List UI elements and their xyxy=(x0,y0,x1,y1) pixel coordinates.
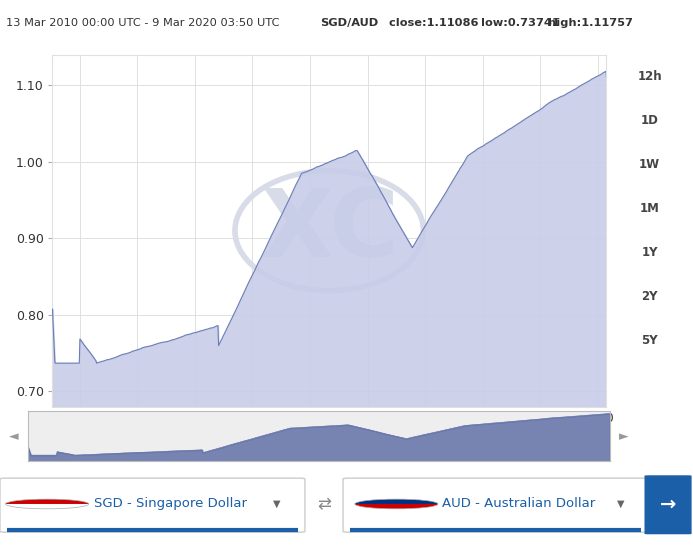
FancyBboxPatch shape xyxy=(343,478,648,532)
Text: ►: ► xyxy=(619,430,629,443)
Text: 5Y: 5Y xyxy=(642,334,658,347)
Text: ⇄: ⇄ xyxy=(317,495,331,513)
Text: SGD/AUD: SGD/AUD xyxy=(320,19,378,28)
Wedge shape xyxy=(355,504,438,509)
Text: SGD - Singapore Dollar: SGD - Singapore Dollar xyxy=(94,497,247,511)
Text: 10Y: 10Y xyxy=(638,378,662,391)
Wedge shape xyxy=(355,499,438,504)
Text: AUD - Australian Dollar: AUD - Australian Dollar xyxy=(442,497,595,511)
Text: 1Y: 1Y xyxy=(642,246,658,259)
Text: 1W: 1W xyxy=(639,158,660,171)
Text: 2Y: 2Y xyxy=(642,290,658,303)
FancyBboxPatch shape xyxy=(644,475,692,535)
Text: ▼: ▼ xyxy=(617,499,624,509)
Text: 13 Mar 2010 00:00 UTC - 9 Mar 2020 03:50 UTC: 13 Mar 2010 00:00 UTC - 9 Mar 2020 03:50… xyxy=(6,19,279,28)
Text: 1D: 1D xyxy=(641,114,658,127)
FancyBboxPatch shape xyxy=(0,478,305,532)
Text: ◄: ◄ xyxy=(9,430,19,443)
Text: close:1.11086: close:1.11086 xyxy=(381,19,479,28)
Text: 1M: 1M xyxy=(640,202,660,215)
Text: low:0.73741: low:0.73741 xyxy=(473,19,559,28)
Text: →: → xyxy=(660,495,676,513)
Text: ▼: ▼ xyxy=(274,499,281,509)
Wedge shape xyxy=(6,499,89,504)
Text: XC: XC xyxy=(260,185,398,277)
Text: high:1.11757: high:1.11757 xyxy=(540,19,633,28)
Text: 12h: 12h xyxy=(638,70,662,83)
Wedge shape xyxy=(6,504,89,509)
